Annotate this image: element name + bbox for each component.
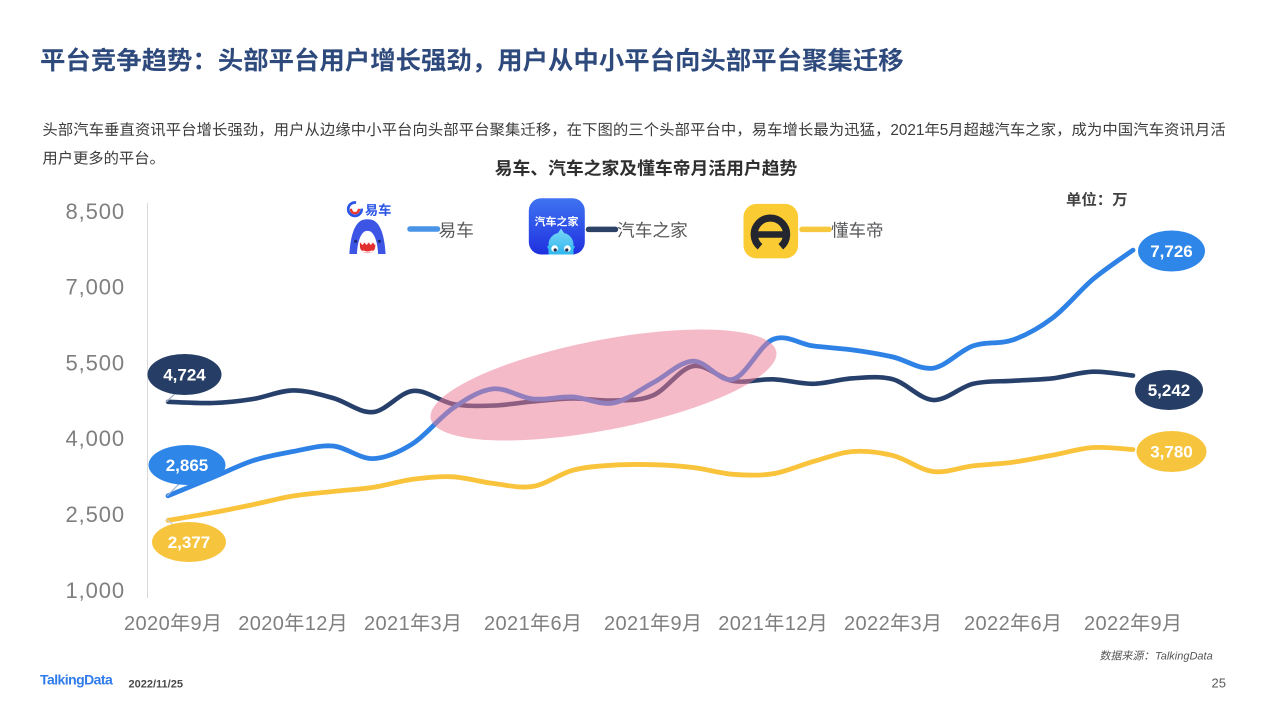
svg-text:TalkingData: TalkingData [1155,651,1213,663]
svg-text:2020: 2020 [238,613,284,635]
svg-text:2021: 2021 [718,613,764,635]
svg-text:2,377: 2,377 [168,533,211,552]
svg-text:2022/11/25: 2022/11/25 [129,679,183,691]
svg-text:7,726: 7,726 [1150,242,1193,261]
svg-text:12: 12 [305,613,328,635]
svg-text:5,500: 5,500 [65,350,125,375]
svg-text:2021: 2021 [364,613,410,635]
svg-text:12: 12 [785,613,808,635]
svg-text:5,242: 5,242 [1148,381,1191,400]
svg-text:3: 3 [911,613,923,635]
svg-text:2021: 2021 [484,613,530,635]
svg-text:6: 6 [1031,613,1043,635]
svg-text:2021: 2021 [604,613,650,635]
svg-text:2020: 2020 [124,613,170,635]
svg-text:4,000: 4,000 [65,426,125,451]
svg-text:3,780: 3,780 [1150,443,1193,462]
svg-text:9: 9 [191,613,203,635]
svg-text:TalkingData: TalkingData [40,672,113,688]
svg-text:2022: 2022 [844,613,890,635]
svg-text:9: 9 [671,613,683,635]
svg-text:2021: 2021 [890,122,924,139]
svg-text:4,724: 4,724 [163,366,206,385]
svg-text:2022: 2022 [964,613,1010,635]
svg-text:3: 3 [431,613,443,635]
svg-text:2022: 2022 [1084,613,1130,635]
svg-text:25: 25 [1212,676,1226,691]
svg-text:7,000: 7,000 [65,275,125,300]
svg-text:6: 6 [551,613,563,635]
svg-text:9: 9 [1151,613,1163,635]
svg-text:2,500: 2,500 [65,502,125,527]
svg-text:2,865: 2,865 [166,456,209,475]
svg-text:1,000: 1,000 [65,578,125,603]
svg-text:5: 5 [940,122,949,139]
svg-text:8,500: 8,500 [65,199,125,224]
